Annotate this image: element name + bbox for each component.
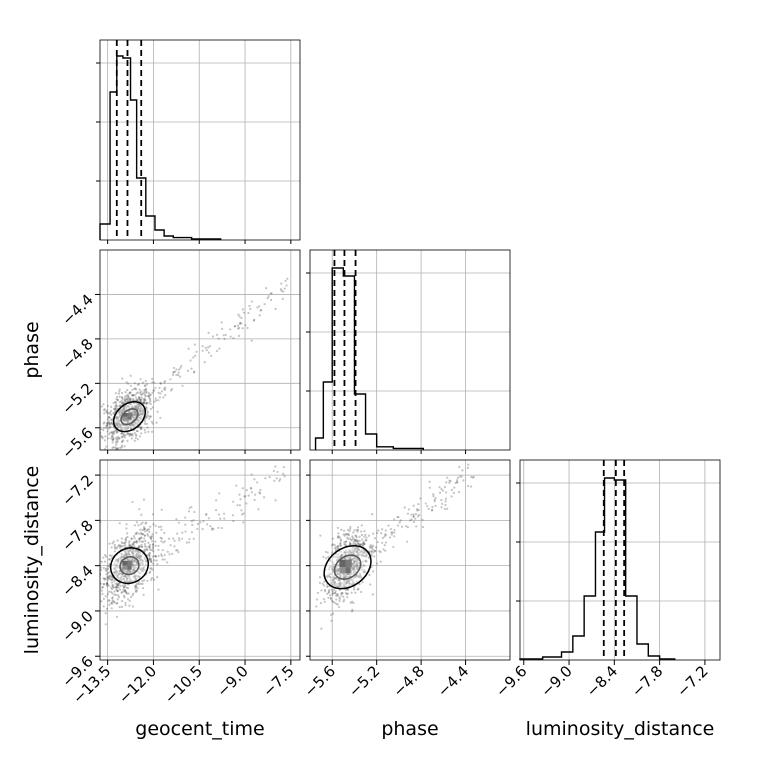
histogram-bin bbox=[117, 56, 123, 240]
y-tick-label: −4.8 bbox=[58, 335, 96, 373]
y-tick-label: −5.6 bbox=[58, 424, 96, 462]
scatter-panel-geocent_time-vs-luminosity_distance bbox=[99, 459, 301, 661]
x-tick-label: −4.4 bbox=[434, 662, 472, 700]
histogram-bin bbox=[573, 636, 584, 660]
x-axis-label-luminosity_distance: luminosity_distance bbox=[526, 718, 715, 740]
y-tick-label: −4.4 bbox=[58, 291, 96, 329]
scatter-points bbox=[100, 465, 286, 626]
x-axis-label-phase: phase bbox=[381, 718, 438, 740]
scatter-points bbox=[315, 463, 475, 630]
histogram-bin bbox=[131, 100, 137, 240]
panel-frame bbox=[519, 459, 721, 661]
x-tick-label: −7.8 bbox=[628, 662, 666, 700]
histogram-bin bbox=[626, 596, 637, 660]
y-tick-label: −7.8 bbox=[58, 516, 96, 554]
density-cells bbox=[122, 560, 133, 570]
x-tick-label: −10.5 bbox=[161, 662, 206, 707]
x-tick-label: −12.0 bbox=[115, 662, 160, 707]
x-tick-label: −9.6 bbox=[492, 662, 530, 700]
histogram-panel-geocent_time bbox=[96, 39, 301, 241]
histogram-bin bbox=[100, 224, 110, 240]
histogram-bin bbox=[323, 382, 332, 450]
histogram-bin bbox=[562, 652, 573, 660]
panel-frame bbox=[309, 459, 511, 661]
histogram-step-line bbox=[99, 55, 222, 240]
panel-frame bbox=[309, 249, 511, 451]
x-tick-label: −5.2 bbox=[345, 662, 383, 700]
histogram-bin bbox=[110, 92, 117, 240]
y-tick-label: −8.4 bbox=[58, 562, 96, 600]
scatter-panel-phase-vs-luminosity_distance bbox=[309, 459, 511, 661]
histogram-bin bbox=[316, 438, 324, 450]
scatter-panel-geocent_time-vs-phase bbox=[99, 249, 301, 451]
density-cells bbox=[122, 413, 133, 420]
y-tick-label: −5.2 bbox=[58, 379, 96, 417]
histogram-bin bbox=[605, 478, 615, 660]
histogram-bin bbox=[584, 596, 595, 660]
panel-frame bbox=[99, 249, 301, 451]
density-cells bbox=[339, 559, 352, 574]
x-tick-label: −5.6 bbox=[301, 662, 339, 700]
x-tick-label: −4.8 bbox=[389, 662, 427, 700]
panel-frame bbox=[99, 39, 301, 241]
histogram-step-line bbox=[314, 267, 425, 450]
histogram-bin bbox=[366, 434, 377, 450]
y-axis-label-phase: phase bbox=[21, 321, 43, 378]
density-contour bbox=[333, 554, 362, 580]
density-contour bbox=[119, 556, 140, 576]
y-tick-label: −7.2 bbox=[58, 471, 96, 509]
density-contour bbox=[112, 401, 147, 433]
density-contour bbox=[109, 547, 149, 585]
y-tick-label: −9.0 bbox=[58, 607, 96, 645]
density-contour bbox=[120, 408, 139, 426]
x-tick-label: −9.0 bbox=[537, 662, 575, 700]
scatter-points bbox=[100, 277, 289, 450]
x-tick-label: −7.2 bbox=[673, 662, 711, 700]
panel-frame bbox=[99, 459, 301, 661]
density-contour bbox=[323, 544, 372, 590]
histogram-panel-phase bbox=[306, 249, 511, 451]
histogram-panel-luminosity_distance bbox=[516, 459, 721, 661]
histogram-bin bbox=[146, 216, 155, 240]
x-axis-label-geocent_time: geocent_time bbox=[135, 718, 264, 740]
x-tick-label: −7.5 bbox=[259, 662, 297, 700]
x-tick-label: −8.4 bbox=[583, 662, 621, 700]
histogram-bin bbox=[155, 230, 164, 240]
histogram-bin bbox=[637, 644, 648, 660]
y-axis-label-luminosity_distance: luminosity_distance bbox=[21, 466, 43, 655]
x-tick-label: −9.0 bbox=[213, 662, 251, 700]
